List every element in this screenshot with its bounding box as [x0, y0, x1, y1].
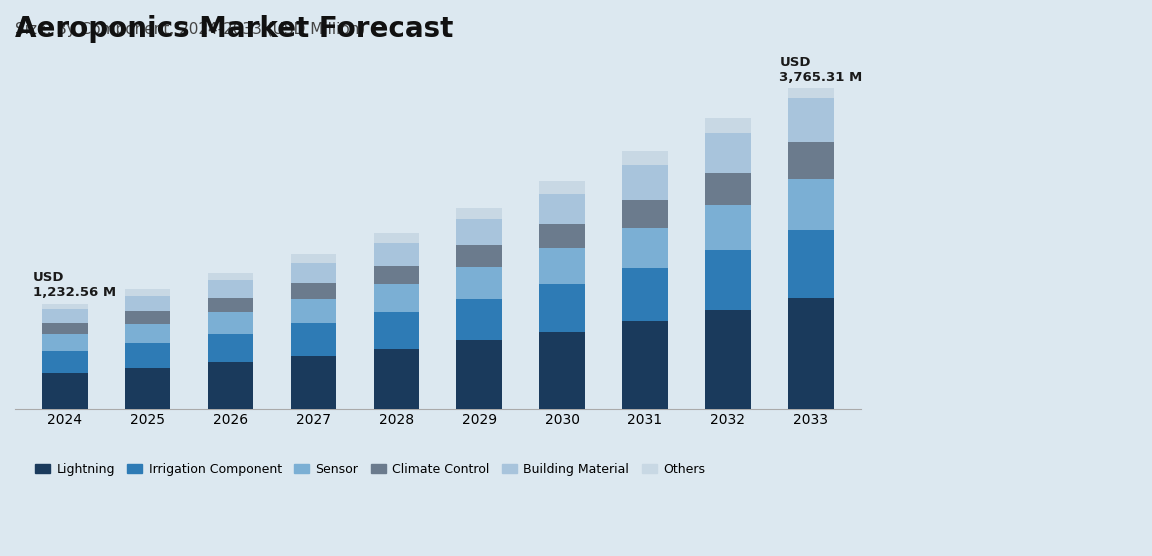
Bar	[290, 262, 336, 282]
Bar	[539, 284, 585, 331]
Bar	[290, 254, 336, 262]
Bar	[41, 323, 88, 334]
Bar	[788, 142, 834, 178]
Legend: Lightning, Irrigation Component, Sensor, Climate Control, Building Material, Oth: Lightning, Irrigation Component, Sensor,…	[30, 458, 710, 481]
Bar	[373, 284, 419, 312]
Bar	[456, 267, 502, 299]
Bar	[788, 230, 834, 298]
Bar	[539, 224, 585, 249]
Bar	[207, 280, 253, 298]
Bar	[207, 298, 253, 312]
Bar	[373, 349, 419, 409]
Bar	[539, 193, 585, 224]
Bar	[124, 289, 170, 296]
Bar	[41, 373, 88, 409]
Bar	[41, 309, 88, 323]
Bar	[290, 324, 336, 356]
Bar	[705, 310, 751, 409]
Bar	[41, 304, 88, 309]
Bar	[622, 200, 668, 227]
Bar	[456, 219, 502, 246]
Bar	[622, 151, 668, 165]
Bar	[705, 205, 751, 250]
Bar	[456, 208, 502, 219]
Bar	[124, 311, 170, 324]
Bar	[705, 133, 751, 173]
Bar	[705, 118, 751, 133]
Bar	[539, 181, 585, 193]
Bar	[207, 362, 253, 409]
Bar	[373, 233, 419, 242]
Bar	[456, 340, 502, 409]
Bar	[290, 356, 336, 409]
Bar	[788, 88, 834, 98]
Bar	[207, 273, 253, 280]
Bar	[622, 165, 668, 200]
Bar	[622, 227, 668, 268]
Text: Size, By Component, 2024-2033 (USD Million): Size, By Component, 2024-2033 (USD Milli…	[15, 22, 365, 37]
Text: USD
3,765.31 M: USD 3,765.31 M	[779, 56, 863, 83]
Bar	[373, 312, 419, 349]
Bar	[788, 98, 834, 142]
Bar	[705, 173, 751, 205]
Bar	[124, 368, 170, 409]
Bar	[290, 299, 336, 324]
Bar	[373, 242, 419, 266]
Bar	[124, 342, 170, 368]
Bar	[207, 334, 253, 362]
Bar	[124, 296, 170, 311]
Bar	[207, 312, 253, 334]
Bar	[705, 250, 751, 310]
Bar	[456, 299, 502, 340]
Bar	[124, 324, 170, 342]
Bar	[788, 298, 834, 409]
Bar	[373, 266, 419, 284]
Text: USD
1,232.56 M: USD 1,232.56 M	[33, 271, 116, 299]
Bar	[539, 331, 585, 409]
Bar	[539, 249, 585, 284]
Bar	[41, 351, 88, 373]
Bar	[788, 178, 834, 230]
Bar	[622, 321, 668, 409]
Bar	[456, 246, 502, 267]
Bar	[622, 268, 668, 321]
Bar	[41, 334, 88, 351]
Text: Aeroponics Market Forecast: Aeroponics Market Forecast	[15, 15, 454, 43]
Bar	[290, 282, 336, 299]
